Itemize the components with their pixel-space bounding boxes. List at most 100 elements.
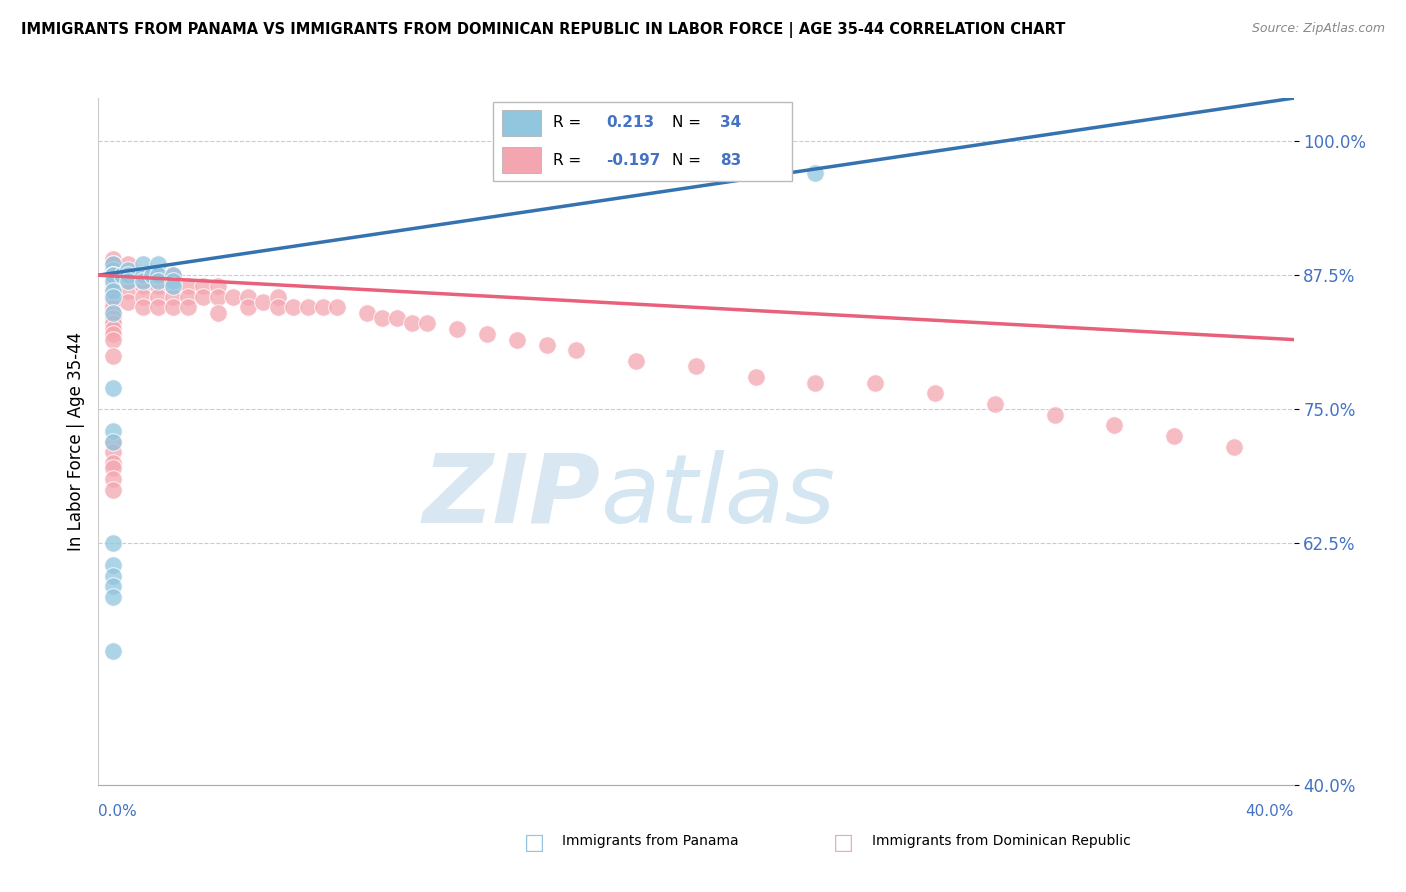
Point (103, 268, 125, 283)
Point (117, 295, 139, 310)
Point (267, 301, 290, 315)
Point (177, 290, 200, 304)
Point (132, 268, 155, 283)
Point (103, 290, 125, 304)
Point (745, 370, 768, 384)
Point (103, 461, 125, 475)
Point (162, 279, 184, 293)
Point (983, 397, 1005, 411)
Point (162, 290, 184, 304)
Point (177, 279, 200, 293)
Point (148, 301, 170, 315)
Point (148, 268, 170, 283)
Point (132, 279, 155, 293)
Point (924, 386, 946, 401)
Point (162, 268, 184, 283)
Point (865, 376, 887, 390)
Text: □: □ (524, 833, 544, 853)
Point (103, 434, 125, 449)
Point (536, 338, 558, 352)
Point (162, 268, 184, 283)
Text: 40.0%: 40.0% (1246, 805, 1294, 819)
Point (191, 290, 214, 304)
Point (356, 306, 378, 320)
Point (191, 279, 214, 293)
Point (222, 290, 245, 304)
Point (103, 558, 125, 572)
Point (236, 301, 259, 315)
Point (385, 311, 409, 326)
Point (103, 257, 125, 271)
Point (117, 274, 139, 288)
Point (103, 327, 125, 342)
Point (103, 322, 125, 336)
Point (103, 268, 125, 283)
Point (1104, 418, 1126, 433)
Point (148, 290, 170, 304)
Point (624, 354, 647, 368)
Point (103, 333, 125, 347)
Point (162, 274, 184, 288)
Point (141, 268, 163, 283)
Point (117, 268, 139, 283)
Point (103, 274, 125, 288)
Point (103, 536, 125, 550)
Point (506, 333, 529, 347)
Point (103, 434, 125, 449)
Point (103, 268, 125, 283)
Point (236, 290, 259, 304)
Point (132, 274, 155, 288)
Point (103, 311, 125, 326)
Point (103, 285, 125, 299)
Point (103, 263, 125, 277)
Point (103, 381, 125, 395)
Point (103, 644, 125, 658)
Point (117, 274, 139, 288)
Point (117, 257, 139, 271)
Point (103, 301, 125, 315)
Point (103, 306, 125, 320)
Point (117, 285, 139, 299)
Y-axis label: In Labor Force | Age 35-44: In Labor Force | Age 35-44 (66, 332, 84, 551)
Text: Immigrants from Dominican Republic: Immigrants from Dominican Republic (872, 834, 1130, 848)
Point (565, 343, 588, 358)
Point (148, 257, 170, 271)
Point (103, 279, 125, 293)
Point (103, 268, 125, 283)
Point (267, 290, 290, 304)
Point (148, 279, 170, 293)
Point (311, 301, 333, 315)
Point (148, 274, 170, 288)
Point (207, 306, 229, 320)
Point (103, 295, 125, 310)
Point (416, 317, 439, 331)
Point (207, 290, 229, 304)
Point (117, 268, 139, 283)
Point (103, 424, 125, 438)
Point (103, 306, 125, 320)
Point (804, 166, 827, 180)
Point (281, 301, 304, 315)
Point (132, 301, 155, 315)
Point (148, 268, 170, 283)
Point (1163, 429, 1185, 443)
Point (103, 274, 125, 288)
Point (132, 274, 155, 288)
Text: Source: ZipAtlas.com: Source: ZipAtlas.com (1251, 22, 1385, 36)
Point (685, 359, 707, 374)
Point (446, 322, 468, 336)
Point (103, 568, 125, 582)
Point (103, 445, 125, 459)
Point (371, 311, 394, 326)
Point (103, 268, 125, 283)
Point (103, 257, 125, 271)
Point (103, 579, 125, 593)
Point (1223, 440, 1246, 454)
Point (103, 456, 125, 470)
Point (103, 317, 125, 331)
Point (103, 349, 125, 363)
Point (162, 301, 184, 315)
Point (207, 279, 229, 293)
Point (117, 263, 139, 277)
Point (326, 301, 349, 315)
